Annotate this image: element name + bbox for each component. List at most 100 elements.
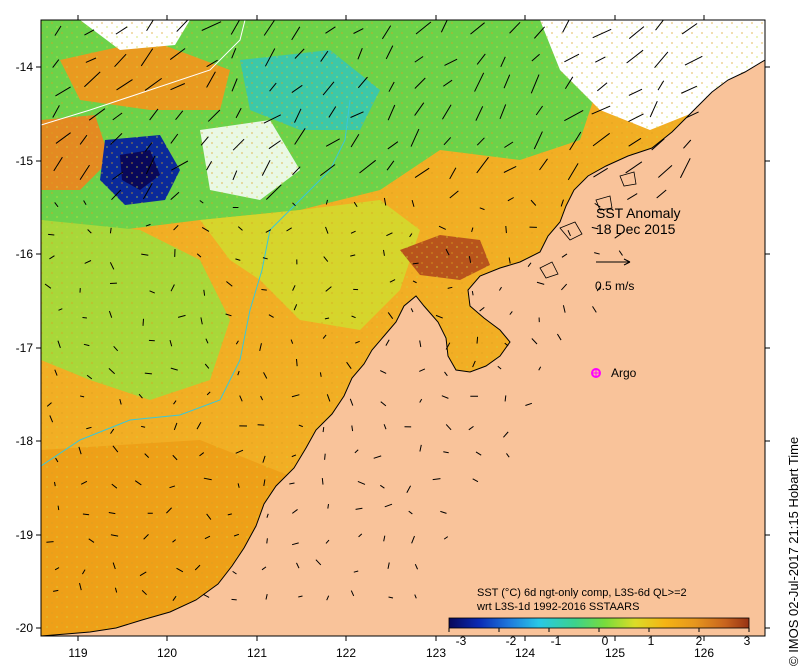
current-vector (321, 478, 324, 485)
current-vector (206, 391, 211, 396)
map-title: SST Anomaly (596, 205, 681, 221)
current-vector (263, 372, 268, 379)
current-vector (625, 161, 643, 174)
current-vector (196, 421, 202, 430)
current-vector (445, 248, 450, 256)
scale-arrow (596, 258, 631, 266)
caption-line1: SST (°C) 6d ngt-only comp, L3S-6d QL>=2 (477, 587, 687, 599)
current-vector (79, 582, 82, 591)
current-vector (414, 563, 419, 570)
current-vector (44, 283, 52, 289)
map-plot-area (41, 20, 765, 636)
current-vector (88, 108, 106, 121)
current-vector (268, 314, 274, 318)
current-vector (628, 113, 644, 122)
current-vector (470, 22, 485, 35)
current-vector (170, 133, 179, 144)
current-vector (109, 227, 112, 234)
current-vector (385, 339, 390, 346)
current-vector (351, 425, 354, 432)
current-vector (200, 317, 203, 325)
current-vector (614, 233, 622, 239)
current-vector (176, 20, 189, 32)
current-vector (84, 29, 95, 36)
current-vector (383, 424, 387, 430)
current-vector (296, 358, 298, 367)
current-vector (357, 480, 366, 485)
current-vector (388, 81, 395, 92)
current-vector (319, 164, 336, 177)
current-vector (443, 451, 449, 454)
current-vector (474, 72, 485, 92)
current-vector (204, 363, 210, 369)
current-vector (149, 290, 156, 294)
current-vector (205, 338, 209, 344)
current-vector (354, 449, 359, 454)
current-vector (655, 20, 665, 31)
current-vector (141, 589, 147, 596)
current-vector (175, 110, 184, 120)
current-vector (410, 308, 414, 313)
current-vector (199, 452, 205, 457)
argo-marker (591, 368, 601, 378)
lat-label: -17 (16, 341, 34, 355)
current-vector (325, 286, 332, 292)
current-vector (177, 314, 186, 318)
current-vector (561, 253, 568, 258)
current-vector (292, 166, 301, 176)
current-vector (499, 104, 507, 120)
current-vector (291, 454, 297, 458)
longitude-axis: 119 120 121 122 123 124 125 126 (68, 15, 714, 660)
current-vector (509, 21, 521, 34)
colorbar-label: 1 (648, 634, 655, 648)
current-vector (471, 290, 474, 296)
current-vector (227, 513, 232, 516)
current-vector (657, 80, 665, 91)
current-vectors (44, 20, 703, 601)
current-vector (567, 163, 579, 181)
current-vector (235, 107, 242, 119)
current-vector (237, 226, 243, 231)
current-vector (441, 104, 452, 120)
current-vector (298, 424, 303, 428)
current-vector (199, 200, 204, 204)
current-vector (443, 536, 449, 540)
current-vector (323, 256, 329, 262)
current-vector (503, 431, 509, 438)
current-vector (206, 513, 212, 520)
current-vector (169, 485, 176, 489)
current-vector (231, 48, 237, 59)
current-vector (291, 394, 300, 398)
current-vector (144, 453, 150, 458)
current-vector (87, 229, 92, 234)
current-vector (169, 48, 186, 60)
current-vector (235, 340, 239, 345)
current-vector (55, 457, 59, 463)
current-vector (263, 114, 282, 124)
current-vector (291, 84, 303, 93)
current-vector (139, 571, 147, 577)
scale-arrow-label: 0.5 m/s (595, 279, 634, 293)
current-vector (237, 483, 240, 488)
current-vector (626, 49, 644, 64)
current-vector (322, 334, 327, 339)
current-vector (449, 167, 457, 180)
current-vector (432, 478, 441, 481)
current-vector (350, 254, 356, 257)
current-vector (108, 512, 116, 515)
current-vector (328, 106, 337, 118)
current-vector (414, 56, 424, 63)
current-vector (531, 53, 540, 62)
current-vector (508, 257, 511, 264)
latitude-axis: -14 -15 -16 -17 -18 -19 -20 (16, 60, 770, 635)
current-vector (144, 142, 153, 152)
current-vector (172, 595, 177, 601)
current-vector (476, 336, 479, 344)
current-vector (531, 338, 538, 345)
current-vector (353, 570, 359, 573)
current-vector (567, 229, 571, 237)
current-vector (504, 342, 509, 347)
lat-label: -15 (16, 154, 34, 168)
current-vector (472, 360, 476, 368)
current-vector (176, 567, 184, 573)
